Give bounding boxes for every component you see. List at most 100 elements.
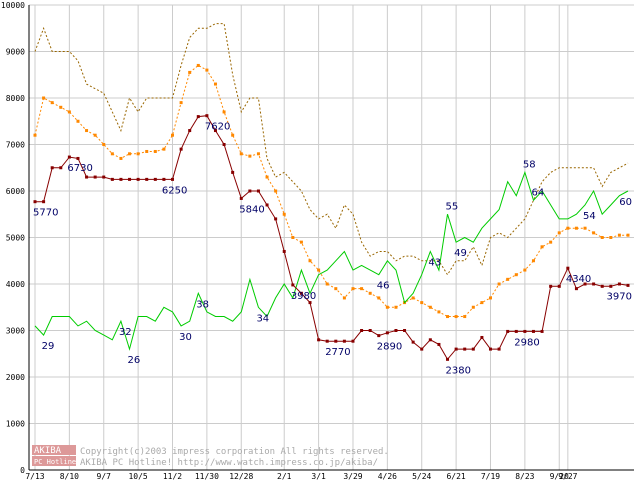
series-marker-1 [437, 310, 441, 314]
series-marker-1 [153, 149, 157, 153]
data-label: 29 [42, 341, 55, 352]
x-tick-label: 4/26 [378, 472, 397, 480]
series-marker-0 [394, 329, 398, 332]
series-marker-1 [231, 133, 235, 137]
series-marker-0 [617, 282, 621, 286]
y-tick-label: 3000 [6, 327, 25, 336]
series-marker-0 [231, 170, 235, 174]
series-marker-1 [291, 236, 295, 239]
akiba-logo-top [32, 445, 76, 455]
series-marker-0 [360, 329, 364, 332]
series-marker-0 [256, 189, 260, 193]
series-marker-1 [360, 287, 364, 291]
copyright-watermark: AKIBA PC Hotline! Copyright(c)2003 impre… [32, 445, 389, 468]
series-marker-1 [213, 82, 217, 86]
series-marker-0 [188, 129, 192, 133]
series-marker-0 [480, 335, 484, 339]
series-marker-0 [368, 329, 372, 332]
x-tick-label: 10/5 [128, 472, 147, 480]
series-marker-0 [110, 177, 114, 181]
series-marker-1 [617, 233, 621, 237]
series-marker-0 [33, 200, 37, 204]
series-marker-0 [351, 339, 355, 343]
data-label: 2380 [446, 365, 471, 376]
data-label: 7620 [205, 122, 230, 133]
series-marker-1 [171, 133, 175, 137]
data-label: 58 [523, 159, 536, 170]
akiba-logo-subtext: PC Hotline! [34, 458, 80, 466]
series-marker-0 [592, 282, 596, 286]
series-marker-1 [128, 152, 132, 156]
series-marker-0 [463, 347, 467, 351]
x-tick-label: 9/27 [558, 472, 577, 480]
series-marker-0 [136, 177, 140, 181]
akiba-logo-bottom [32, 456, 76, 466]
data-label: 26 [128, 355, 141, 366]
series-marker-1 [188, 70, 192, 74]
y-tick-label: 10000 [1, 1, 25, 10]
data-label: 6250 [162, 185, 187, 196]
series-marker-1 [420, 301, 424, 305]
series-marker-1 [299, 240, 303, 244]
data-label: 34 [256, 313, 269, 324]
series-marker-1 [59, 105, 63, 109]
series-marker-0 [420, 347, 424, 351]
series-marker-1 [256, 152, 260, 156]
series-marker-0 [119, 177, 123, 181]
data-label: 54 [583, 211, 596, 222]
series-marker-1 [222, 110, 226, 114]
series-marker-0 [317, 338, 321, 342]
series-marker-0 [446, 357, 450, 361]
series-marker-1 [626, 233, 630, 237]
series-marker-1 [239, 152, 243, 156]
series-marker-1 [583, 226, 587, 230]
series-marker-1 [334, 287, 338, 291]
data-label: 49 [454, 248, 467, 259]
data-label: 30 [179, 332, 192, 343]
series-marker-1 [592, 231, 596, 235]
series-marker-1 [282, 212, 286, 216]
series-marker-0 [471, 347, 475, 351]
series-marker-1 [574, 226, 578, 230]
series-marker-0 [385, 331, 389, 335]
series-marker-0 [299, 291, 303, 295]
series-marker-0 [531, 329, 535, 333]
series-marker-1 [471, 305, 475, 309]
series-marker-1 [33, 133, 37, 137]
data-label: 6730 [67, 163, 92, 174]
akiba-logo-text: AKIBA [34, 446, 62, 456]
series-marker-0 [308, 301, 312, 305]
series-marker-1 [566, 226, 570, 230]
data-label: 3970 [607, 291, 632, 302]
y-tick-label: 8000 [6, 94, 25, 103]
series-marker-0 [265, 203, 269, 207]
series-marker-1 [523, 268, 527, 272]
series-marker-1 [76, 119, 80, 123]
series-marker-0 [403, 329, 407, 332]
y-tick-label: 2000 [6, 373, 25, 382]
series-marker-0 [179, 147, 183, 151]
x-tick-label: 2/1 [277, 472, 292, 480]
series-marker-1 [411, 296, 415, 300]
data-label: 5770 [33, 208, 58, 219]
series-marker-1 [506, 277, 510, 281]
series-marker-0 [609, 284, 613, 288]
series-marker-1 [110, 152, 114, 156]
series-marker-1 [480, 301, 484, 305]
series-marker-1 [351, 287, 355, 291]
series-marker-0 [557, 284, 561, 288]
series-marker-1 [463, 315, 467, 319]
series-marker-0 [626, 283, 630, 287]
series-marker-1 [196, 63, 200, 67]
series-marker-0 [128, 177, 132, 181]
series-marker-1 [368, 291, 372, 295]
series-marker-0 [377, 334, 381, 338]
series-marker-1 [274, 189, 278, 193]
series-marker-0 [59, 166, 63, 170]
series-marker-0 [76, 156, 80, 160]
x-axis-ticks: 7/13 8/10 9/7 10/5 11/2 11/30 12/28 2/1 3/1 3/29 4… [25, 472, 577, 480]
series-marker-0 [334, 339, 338, 343]
series-line-0 [35, 115, 629, 361]
series-marker-1 [119, 156, 123, 160]
series-marker-0 [171, 177, 175, 181]
